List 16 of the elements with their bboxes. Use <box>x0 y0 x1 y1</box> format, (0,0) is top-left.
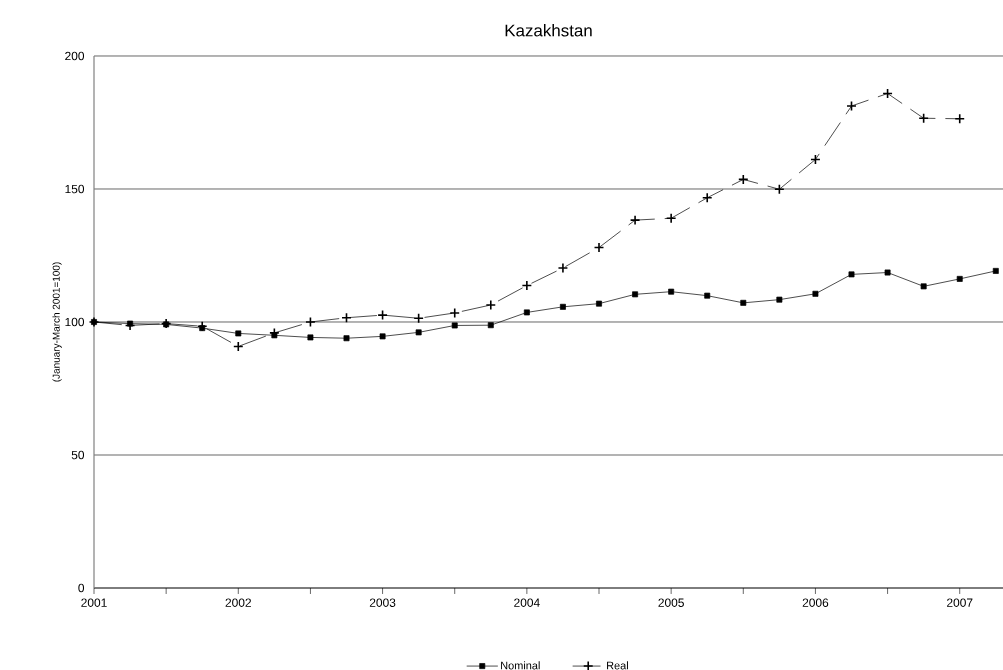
x-tick-label: 2003 <box>369 598 396 607</box>
x-tick-label: 2006 <box>802 598 829 607</box>
y-tick-label: 150 <box>65 184 85 194</box>
y-tick-label: 0 <box>78 583 85 593</box>
x-tick-label: 2005 <box>658 598 684 607</box>
y-tick-label: 200 <box>65 51 85 61</box>
x-tick-label: 2002 <box>225 598 251 607</box>
legend-label: Real <box>607 661 628 670</box>
legend-label: Nominal <box>501 661 540 670</box>
x-tick-label: 2007 <box>947 598 973 607</box>
x-tick-label: 2001 <box>81 598 107 607</box>
y-axis-title: (January-March 2001=100) <box>52 262 62 382</box>
x-tick-label: 2004 <box>514 598 540 607</box>
y-tick-label: 50 <box>71 450 85 460</box>
chart-title: Kazakhstan <box>505 24 592 37</box>
y-tick-label: 100 <box>65 317 85 327</box>
